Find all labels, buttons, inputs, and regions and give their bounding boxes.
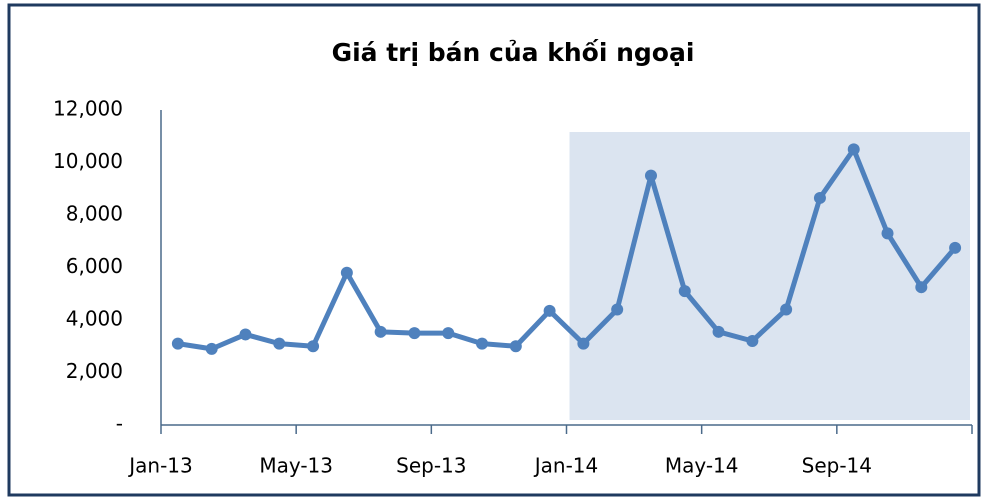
point: [205, 342, 218, 355]
point: [949, 241, 962, 254]
y-tick-label: -: [116, 412, 123, 436]
point: [644, 169, 657, 182]
point: [476, 337, 489, 350]
point: [442, 327, 455, 340]
x-tick-label: Sep-13: [396, 454, 466, 478]
point: [746, 335, 759, 347]
y-tick-label: 12,000: [53, 97, 123, 121]
y-tick-label: 4,000: [66, 307, 123, 331]
point: [678, 285, 691, 298]
point: [273, 337, 286, 350]
highlight-band: [569, 132, 970, 420]
chart-title: Giá trị bán của khối ngoại: [332, 38, 695, 67]
point: [813, 191, 826, 204]
point: [408, 327, 421, 340]
x-tick-label: Jan-14: [533, 454, 599, 478]
point: [577, 337, 590, 350]
point: [780, 303, 793, 316]
point: [543, 304, 556, 317]
point: [307, 340, 320, 353]
point: [915, 281, 928, 294]
x-tick-label: May-14: [665, 454, 739, 478]
point: [239, 328, 252, 341]
point: [171, 337, 184, 350]
point: [881, 227, 894, 240]
point: [712, 325, 725, 338]
point: [509, 340, 522, 353]
point: [340, 266, 353, 279]
y-tick-label: 2,000: [66, 359, 123, 383]
y-tick-label: 8,000: [66, 202, 123, 226]
y-tick-label: 6,000: [66, 254, 123, 278]
x-tick-label: Jan-13: [127, 454, 193, 478]
x-tick-label: Sep-14: [802, 454, 872, 478]
y-tick-label: 10,000: [53, 149, 123, 173]
point: [374, 325, 387, 338]
x-tick-label: May-13: [259, 454, 333, 478]
point: [611, 303, 624, 316]
point: [847, 143, 860, 156]
